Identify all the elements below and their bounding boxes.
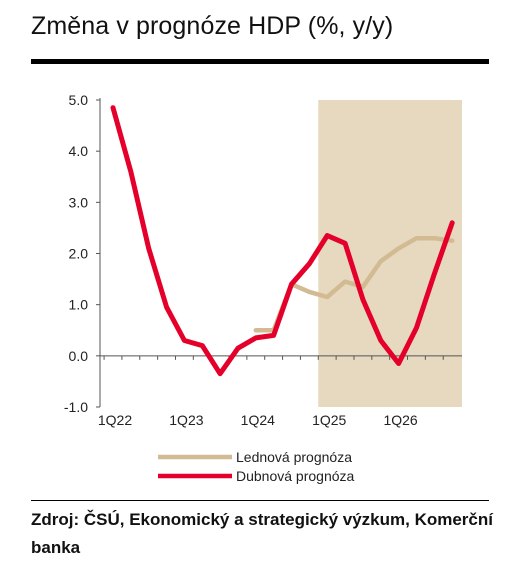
chart-series <box>110 105 455 377</box>
legend-label-lednova: Lednová prognóza <box>236 449 352 465</box>
x-tick-label: 1Q25 <box>312 412 346 428</box>
y-tick-label: 3.0 <box>69 194 89 210</box>
chart-axes: 5.0 4.0 3.0 2.0 1.0 0.0 -1.0 1Q22 1Q23 1Q24 1Q25 1Q… <box>64 92 462 428</box>
y-tick-label: 2.0 <box>69 246 89 262</box>
series-line-dubnova <box>110 105 455 377</box>
y-tick-label: 5.0 <box>69 92 89 108</box>
y-tick-label: 1.0 <box>69 297 89 313</box>
page-title: Změna v prognóze HDP (%, y/y) <box>31 12 394 40</box>
chart-legend: Lednová prognóza Dubnová prognóza <box>158 449 355 484</box>
y-tick-label: 0.0 <box>69 348 89 364</box>
x-tick-label: 1Q26 <box>383 412 417 428</box>
y-tick-label: -1.0 <box>64 399 88 415</box>
title-divider <box>31 59 489 64</box>
x-tick-label: 1Q23 <box>169 412 203 428</box>
source-note: Zdroj: ČSÚ, Ekonomický a strategický výz… <box>31 510 493 557</box>
y-tick-label: 4.0 <box>69 143 89 159</box>
source-divider <box>31 500 489 501</box>
chart: 5.0 4.0 3.0 2.0 1.0 0.0 -1.0 1Q22 1Q23 1Q24 1Q25 1Q… <box>64 92 462 484</box>
legend-label-dubnova: Dubnová prognóza <box>236 468 355 484</box>
x-tick-label: 1Q24 <box>241 412 275 428</box>
x-tick-label: 1Q22 <box>98 412 132 428</box>
